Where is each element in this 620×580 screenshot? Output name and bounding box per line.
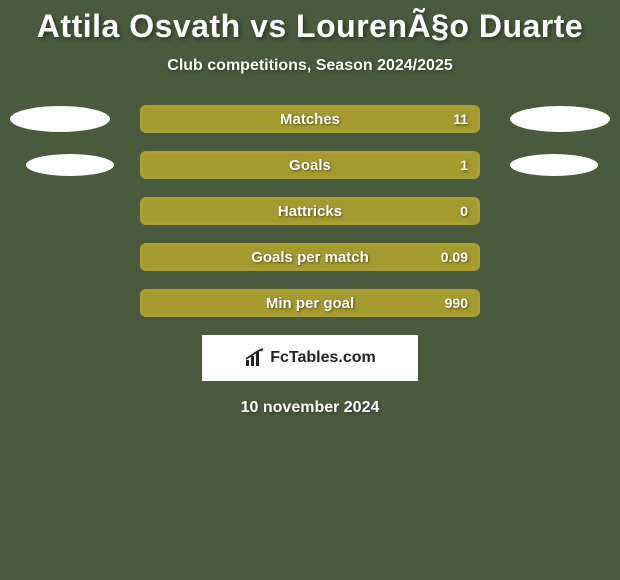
attribution: FcTables.com bbox=[202, 335, 418, 381]
stat-label: Goals per match bbox=[251, 249, 369, 266]
right-ellipse bbox=[510, 106, 610, 132]
stat-label: Goals bbox=[289, 157, 331, 174]
stat-value: 0 bbox=[460, 203, 468, 219]
stat-label: Hattricks bbox=[278, 203, 342, 220]
stat-bar: Hattricks 0 bbox=[140, 197, 480, 225]
stat-row-matches: Matches 11 bbox=[0, 105, 620, 133]
bar-chart-icon bbox=[244, 348, 266, 368]
stat-row-hattricks: Hattricks 0 bbox=[0, 197, 620, 225]
stat-bar: Matches 11 bbox=[140, 105, 480, 133]
left-ellipse bbox=[26, 154, 114, 176]
stats-block: Matches 11 Goals 1 Hattricks 0 bbox=[0, 105, 620, 317]
attribution-inner: FcTables.com bbox=[244, 348, 376, 368]
date-line: 10 november 2024 bbox=[0, 399, 620, 417]
attribution-text: FcTables.com bbox=[270, 349, 376, 367]
stat-row-min-per-goal: Min per goal 990 bbox=[0, 289, 620, 317]
stat-value: 1 bbox=[460, 157, 468, 173]
stat-row-goals: Goals 1 bbox=[0, 151, 620, 179]
stat-value: 990 bbox=[445, 295, 468, 311]
right-ellipse bbox=[510, 154, 598, 176]
left-ellipse bbox=[10, 106, 110, 132]
stat-label: Min per goal bbox=[266, 295, 354, 312]
stat-label: Matches bbox=[280, 111, 340, 128]
stat-value: 11 bbox=[453, 111, 468, 127]
comparison-infographic: Attila Osvath vs LourenÃ§o Duarte Club c… bbox=[0, 0, 620, 580]
stat-bar: Min per goal 990 bbox=[140, 289, 480, 317]
stat-bar: Goals per match 0.09 bbox=[140, 243, 480, 271]
page-title: Attila Osvath vs LourenÃ§o Duarte bbox=[0, 0, 620, 45]
stat-value: 0.09 bbox=[441, 249, 468, 265]
subtitle: Club competitions, Season 2024/2025 bbox=[0, 57, 620, 75]
stat-bar: Goals 1 bbox=[140, 151, 480, 179]
stat-row-goals-per-match: Goals per match 0.09 bbox=[0, 243, 620, 271]
